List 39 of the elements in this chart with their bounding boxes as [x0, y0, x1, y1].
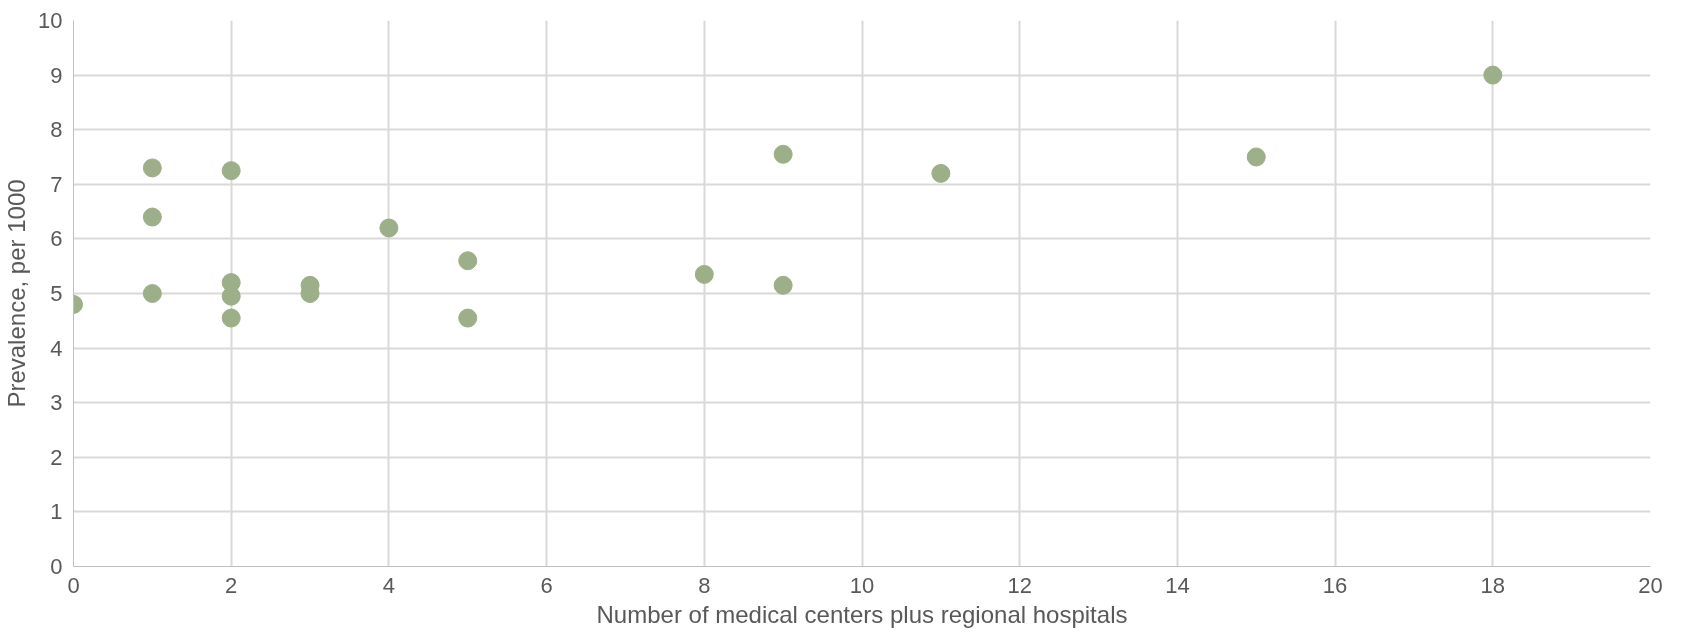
x-tick-label: 4 — [382, 572, 396, 598]
x-tick-label: 16 — [1322, 572, 1348, 598]
y-tick-label: 10 — [38, 8, 63, 33]
point — [458, 308, 478, 328]
x-tick-label: 14 — [1165, 572, 1190, 598]
y-tick-label: 5 — [50, 281, 63, 306]
y-tick-label: 8 — [50, 117, 63, 143]
y-axis-title: Prevalence, per 1000 — [3, 179, 31, 408]
x-axis-title: Number of medical centers plus regional hospitals — [596, 600, 1128, 628]
y-tick-label: 3 — [50, 390, 63, 416]
point — [379, 218, 399, 238]
point — [221, 161, 241, 181]
x-tick-label: 20 — [1638, 572, 1663, 598]
point — [221, 286, 241, 306]
x-tick-label: 8 — [698, 572, 711, 598]
y-tick-label: 6 — [50, 226, 63, 252]
y-tick-label: 1 — [50, 499, 63, 525]
x-tick-label: 10 — [849, 572, 875, 598]
y-tick-label: 2 — [50, 444, 63, 470]
point — [1483, 65, 1503, 85]
x-tick-label: 6 — [540, 572, 553, 598]
point — [931, 163, 951, 183]
point — [142, 284, 162, 303]
x-tick-label: 18 — [1480, 572, 1506, 598]
y-tick-label: 4 — [50, 335, 63, 361]
point — [142, 158, 162, 178]
y-tick-label: 9 — [50, 62, 63, 88]
x-tick-label: 2 — [225, 572, 238, 598]
y-tick-label: 7 — [50, 171, 63, 197]
point — [1246, 147, 1266, 167]
point — [773, 275, 793, 295]
point — [694, 264, 714, 284]
point — [221, 308, 241, 328]
y-tick-label: 0 — [50, 554, 63, 579]
point — [458, 251, 478, 271]
point — [773, 144, 793, 164]
point — [142, 207, 162, 227]
x-tick-label: 0 — [67, 572, 80, 598]
x-tick-label: 12 — [1007, 572, 1032, 598]
